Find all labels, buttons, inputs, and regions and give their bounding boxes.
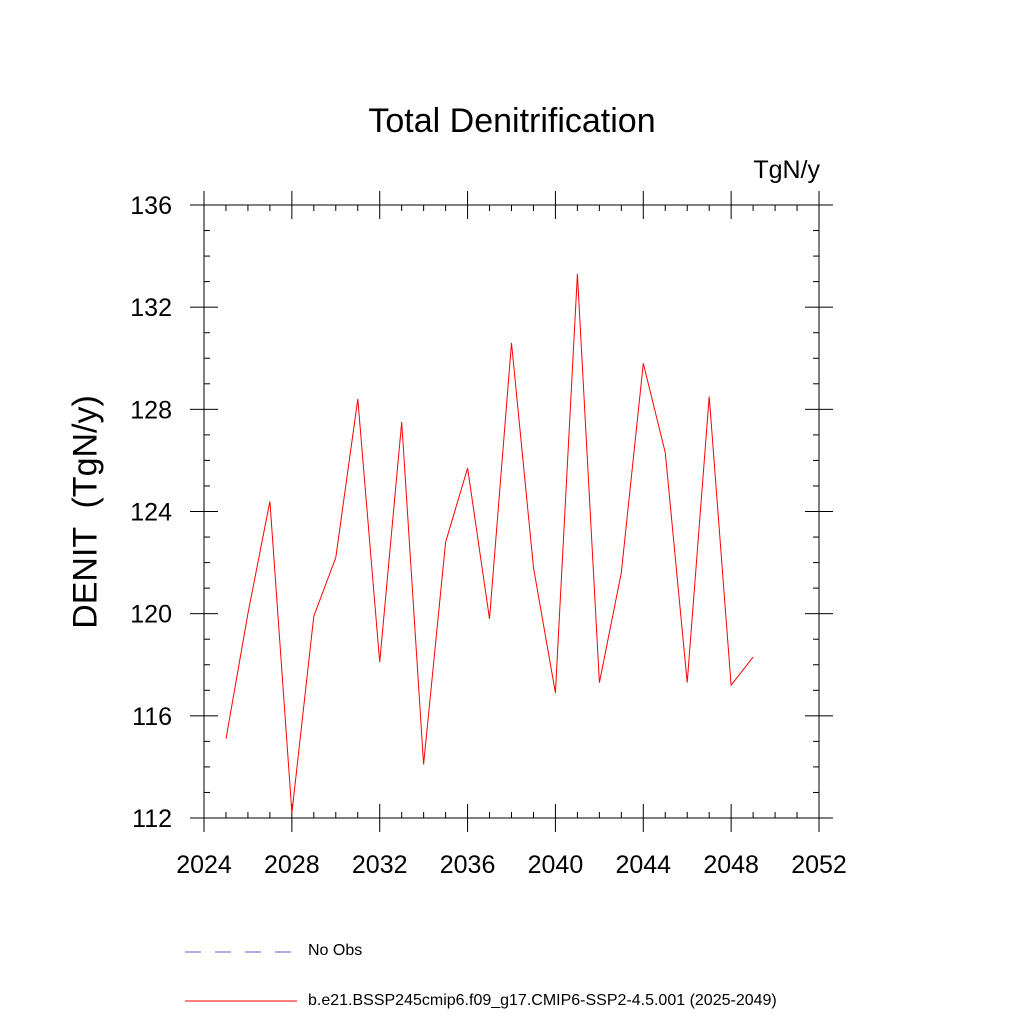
x-axis-ticks: 2024 2028 2032 2036 2040 2044 2048 2052 bbox=[176, 191, 847, 879]
series-line bbox=[225, 273, 754, 813]
y-tick-label: 132 bbox=[130, 294, 172, 322]
plot-frame bbox=[203, 204, 820, 819]
y-tick-label: 124 bbox=[130, 499, 172, 527]
x-tick-label: 2048 bbox=[703, 851, 759, 879]
legend-label-model-run: b.e21.BSSP245cmip6.f09_g17.CMIP6-SSP2-4.… bbox=[308, 992, 777, 1009]
x-tick-label: 2024 bbox=[176, 851, 232, 879]
x-tick-label: 2032 bbox=[352, 851, 408, 879]
x-tick-label: 2052 bbox=[791, 851, 847, 879]
series-layer bbox=[225, 273, 754, 813]
y-tick-label: 120 bbox=[130, 601, 172, 629]
x-tick-label: 2040 bbox=[528, 851, 584, 879]
y-tick-label: 116 bbox=[132, 703, 172, 731]
legend bbox=[185, 951, 297, 1002]
chart-title: Total Denitrification bbox=[368, 102, 656, 140]
y-tick-label: 128 bbox=[130, 396, 172, 424]
legend-label-no-obs: No Obs bbox=[308, 942, 363, 959]
x-tick-label: 2036 bbox=[440, 851, 496, 879]
x-tick-label: 2028 bbox=[264, 851, 320, 879]
y-tick-label: 112 bbox=[132, 805, 172, 833]
y-tick-label: 136 bbox=[130, 192, 172, 220]
y-axis-ticks: 112 116 120 124 128 132 136 bbox=[130, 192, 833, 833]
units-label: TgN/y bbox=[753, 156, 820, 184]
x-tick-label: 2044 bbox=[615, 851, 671, 879]
